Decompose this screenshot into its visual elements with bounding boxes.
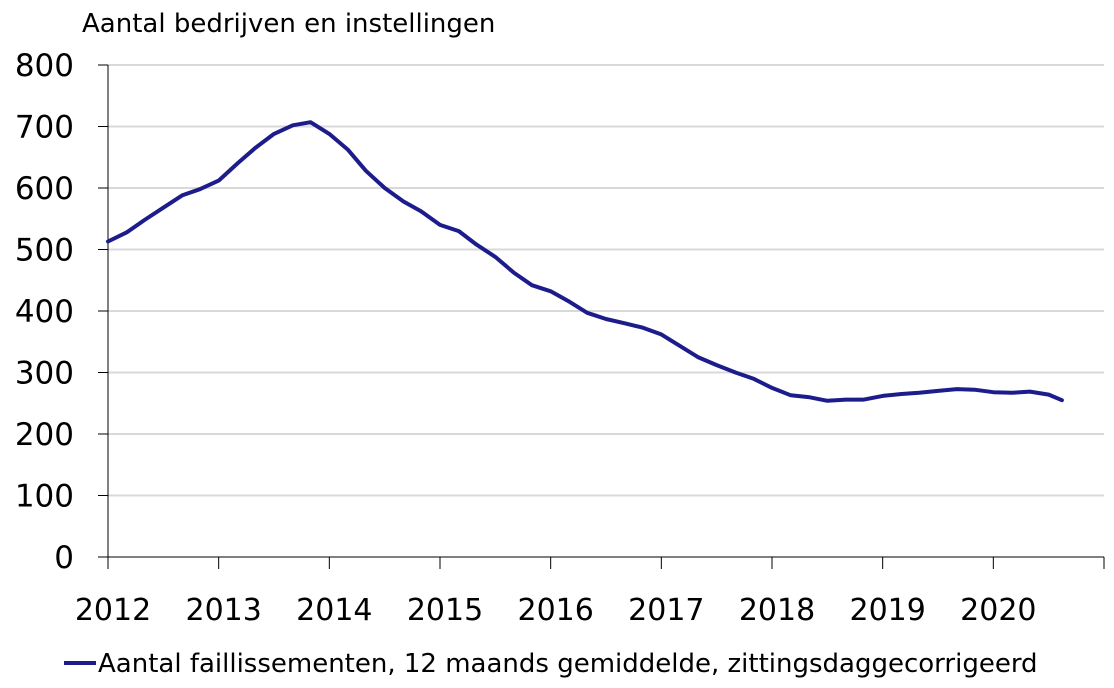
gridlines <box>98 64 1104 558</box>
x-tick-label: 2017 <box>628 593 704 628</box>
y-tick-label: 100 <box>15 479 74 515</box>
x-axis: 2012 2013 2014 2015 2016 2017 2018 2019 2020 <box>75 65 1105 628</box>
x-tick-label: 2016 <box>517 593 593 628</box>
x-tick-label: 2019 <box>849 593 925 628</box>
y-tick-label: 200 <box>15 417 74 453</box>
y-tick-label: 800 <box>15 48 74 84</box>
y-tick-label: 400 <box>15 294 74 330</box>
y-tick-label: 500 <box>15 233 74 269</box>
y-tick-label: 0 <box>54 540 74 576</box>
series-group <box>106 120 1064 403</box>
y-tick-labels: 0 100 200 300 400 500 600 700 800 <box>15 48 74 576</box>
x-tick-label: 2014 <box>296 593 372 628</box>
x-tick-label: 2018 <box>739 593 815 628</box>
x-tick-label: 2013 <box>185 593 261 628</box>
series-line <box>106 120 1064 403</box>
y-tick-label: 600 <box>15 171 74 207</box>
y-tick-label: 300 <box>15 356 74 392</box>
legend-label: Aantal faillissementen, 12 maands gemidd… <box>98 649 1038 679</box>
x-tick-label: 2015 <box>407 593 483 628</box>
legend: Aantal faillissementen, 12 maands gemidd… <box>64 649 1038 679</box>
x-tick-label: 2012 <box>75 593 151 628</box>
y-axis-title: Aantal bedrijven en instellingen <box>82 9 495 39</box>
y-tick-label: 700 <box>15 110 74 146</box>
x-tick-label: 2020 <box>960 593 1036 628</box>
